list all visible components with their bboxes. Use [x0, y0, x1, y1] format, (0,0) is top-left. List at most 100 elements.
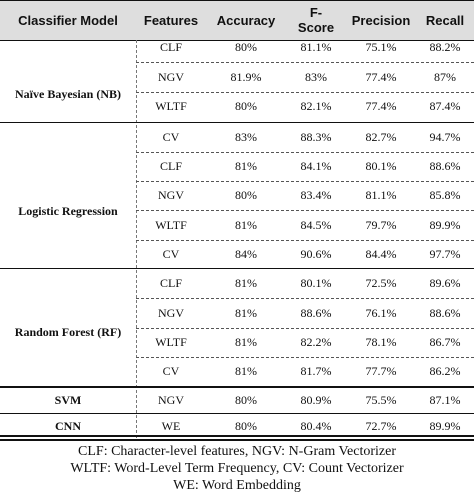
header-classifier-model: Classifier Model [18, 12, 118, 28]
table-cell-accuracy: 80% [235, 98, 257, 113]
table-cell-feature: CV [162, 363, 180, 378]
table-cell-accuracy: 81% [235, 217, 257, 232]
table-cell-precision: 78.1% [365, 334, 397, 349]
table-cell-precision: 76.1% [365, 305, 397, 320]
table-cell-recall: 87% [434, 69, 456, 84]
table-cell-accuracy: 81% [235, 275, 257, 290]
table-cell-feature: NGV [158, 392, 184, 407]
row-separator [136, 328, 474, 329]
table-cell-f-score: 81.1% [300, 39, 332, 54]
table-cell-feature: NGV [158, 305, 184, 320]
row-separator [136, 298, 474, 299]
top-rule [0, 0, 474, 1]
table-cell-recall: 87.1% [429, 392, 461, 407]
table-cell-precision: 81.1% [365, 187, 397, 202]
table-cell-recall: 88.2% [429, 39, 461, 54]
group-separator [0, 413, 474, 414]
table-cell-precision: 75.1% [365, 39, 397, 54]
header-recall: Recall [425, 12, 465, 28]
table-cell-accuracy: 84% [235, 246, 257, 261]
row-separator [136, 357, 474, 358]
row-separator [136, 62, 474, 63]
table-cell-precision: 75.5% [365, 392, 397, 407]
table-cell-accuracy: 81% [235, 158, 257, 173]
table-cell-f-score: 83% [305, 69, 327, 84]
table-cell-precision: 72.7% [365, 418, 397, 433]
column-divider [136, 40, 137, 438]
table-cell-recall: 85.8% [429, 187, 461, 202]
bottom-rule-1 [0, 435, 474, 437]
table-cell-f-score: 88.6% [300, 305, 332, 320]
table-cell-f-score: 90.6% [300, 246, 332, 261]
table-cell-feature: WLTF [155, 334, 187, 349]
table-cell-accuracy: 80% [235, 39, 257, 54]
table-cell-f-score: 82.2% [300, 334, 332, 349]
table-cell-recall: 89.9% [429, 418, 461, 433]
table-cell-precision: 72.5% [365, 275, 397, 290]
table-cell-feature: CLF [159, 275, 182, 290]
table-cell-precision: 84.4% [365, 246, 397, 261]
table-cell-f-score: 84.1% [300, 158, 332, 173]
table-cell-feature: WLTF [155, 217, 187, 232]
classifier-model-label: SVM [54, 392, 82, 407]
row-separator [136, 181, 474, 182]
table-cell-feature: WLTF [155, 98, 187, 113]
table-cell-accuracy: 80% [235, 392, 257, 407]
table-cell-precision: 77.4% [365, 69, 397, 84]
table-cell-precision: 77.4% [365, 98, 397, 113]
header-precision: Precision [351, 12, 411, 28]
footnote-line-2: WLTF: Word-Level Term Frequency, CV: Cou… [70, 461, 404, 476]
classifier-model-label: Random Forest (RF) [14, 324, 122, 339]
table-cell-f-score: 82.1% [300, 98, 332, 113]
table-cell-recall: 97.7% [429, 246, 461, 261]
table-cell-f-score: 88.3% [300, 129, 332, 144]
table-cell-accuracy: 80% [235, 418, 257, 433]
table-cell-feature: CV [162, 129, 180, 144]
table-cell-feature: WE [161, 418, 181, 433]
table-cell-recall: 86.2% [429, 363, 461, 378]
table-cell-f-score: 80.9% [300, 392, 332, 407]
table-cell-recall: 89.6% [429, 275, 461, 290]
bottom-rule-2 [0, 439, 474, 441]
classifier-model-label: Logistic Regression [18, 203, 118, 218]
table-cell-recall: 89.9% [429, 217, 461, 232]
row-separator [136, 152, 474, 153]
header-accuracy: Accuracy [216, 12, 276, 28]
group-separator-thick [0, 386, 474, 388]
table-cell-recall: 86.7% [429, 334, 461, 349]
table-cell-recall: 87.4% [429, 98, 461, 113]
table-cell-f-score: 83.4% [300, 187, 332, 202]
classifier-model-label: CNN [55, 418, 81, 433]
row-separator [136, 210, 474, 211]
table-cell-feature: NGV [158, 69, 184, 84]
table-cell-f-score: 81.7% [300, 363, 332, 378]
table-cell-feature: CLF [159, 158, 182, 173]
group-separator [0, 268, 474, 269]
footnote-line-1: CLF: Character-level features, NGV: N-Gr… [78, 444, 396, 459]
footnote-line-3: WE: Word Embedding [173, 478, 301, 493]
table-cell-f-score: 80.1% [300, 275, 332, 290]
table-cell-accuracy: 83% [235, 129, 257, 144]
row-separator [136, 92, 474, 93]
table-cell-accuracy: 81.9% [230, 69, 262, 84]
table-cell-recall: 94.7% [429, 129, 461, 144]
table-cell-precision: 79.7% [365, 217, 397, 232]
header-f-score: F- Score [297, 5, 335, 35]
row-separator [136, 240, 474, 241]
table-cell-accuracy: 80% [235, 187, 257, 202]
table-cell-accuracy: 81% [235, 363, 257, 378]
table-cell-f-score: 84.5% [300, 217, 332, 232]
table-cell-f-score: 80.4% [300, 418, 332, 433]
table-cell-precision: 82.7% [365, 129, 397, 144]
table-cell-feature: CLF [159, 39, 182, 54]
table-cell-recall: 88.6% [429, 305, 461, 320]
header-rule [0, 40, 474, 41]
table-cell-accuracy: 81% [235, 334, 257, 349]
table-cell-precision: 77.7% [365, 363, 397, 378]
table-cell-precision: 80.1% [365, 158, 397, 173]
table-header-background [0, 0, 474, 40]
group-separator [0, 122, 474, 123]
table-cell-feature: CV [162, 246, 180, 261]
header-features: Features [143, 12, 199, 28]
